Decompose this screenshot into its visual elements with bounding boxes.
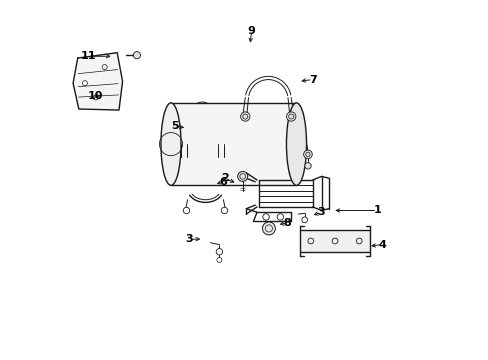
Text: 8: 8	[283, 218, 291, 228]
Circle shape	[304, 163, 310, 169]
Text: 1: 1	[372, 206, 380, 216]
Text: 3: 3	[185, 234, 192, 244]
Text: 3: 3	[317, 207, 325, 217]
Circle shape	[262, 222, 275, 235]
FancyBboxPatch shape	[300, 230, 369, 252]
Circle shape	[240, 112, 249, 121]
Text: 2: 2	[221, 173, 228, 183]
Circle shape	[301, 217, 307, 223]
Circle shape	[237, 171, 247, 181]
Ellipse shape	[161, 103, 181, 185]
Circle shape	[221, 207, 227, 214]
Text: 4: 4	[378, 239, 386, 249]
Circle shape	[286, 112, 295, 121]
Circle shape	[183, 207, 189, 214]
Text: 11: 11	[81, 51, 96, 61]
Text: 7: 7	[308, 75, 316, 85]
Circle shape	[133, 51, 140, 59]
FancyBboxPatch shape	[171, 103, 296, 185]
Text: 6: 6	[219, 177, 226, 187]
Text: 5: 5	[170, 121, 178, 131]
Polygon shape	[73, 53, 122, 110]
Ellipse shape	[286, 103, 306, 185]
Text: 9: 9	[247, 26, 255, 36]
Circle shape	[216, 248, 222, 255]
Text: 10: 10	[88, 91, 103, 101]
Circle shape	[217, 257, 222, 262]
Circle shape	[303, 150, 312, 159]
